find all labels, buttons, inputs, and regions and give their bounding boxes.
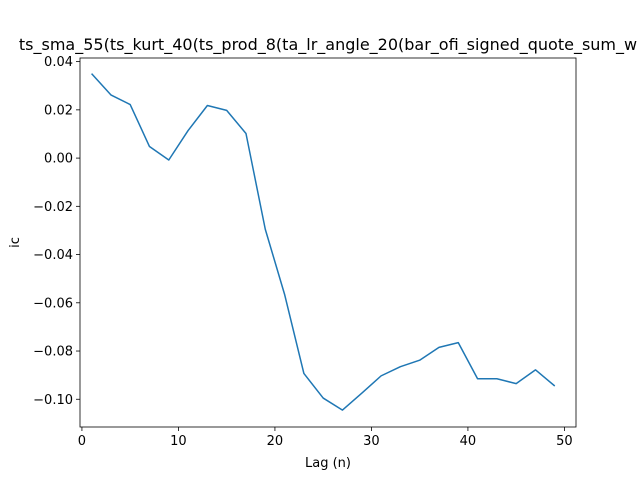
x-tick-label: 10	[170, 434, 187, 449]
y-tick-label: 0.04	[44, 55, 73, 70]
y-axis-label: ic	[8, 237, 23, 248]
series-line-0	[91, 73, 556, 411]
x-tick-label: 0	[78, 434, 86, 449]
x-tick-label: 30	[363, 434, 380, 449]
chart-title: ts_sma_55(ts_kurt_40(ts_prod_8(ta_lr_ang…	[19, 35, 637, 55]
y-tick-label: 0.00	[44, 152, 73, 167]
axes-frame	[79, 57, 577, 428]
x-axis-ticks: 0 10 20 30 40 50	[78, 427, 573, 449]
x-tick-label: 50	[556, 434, 573, 449]
plot-area	[79, 57, 577, 428]
x-tick-label: 20	[267, 434, 284, 449]
y-tick-label: −0.02	[33, 200, 73, 215]
y-tick-label: −0.04	[33, 248, 73, 263]
x-tick-label: 40	[460, 434, 477, 449]
y-tick-label: −0.10	[33, 393, 73, 408]
y-axis-ticks: 0.04 0.02 0.00 −0.02 −0.04 −0.06 −0.08 −0.10	[33, 55, 80, 408]
x-axis-label: Lag (n)	[305, 456, 351, 471]
y-tick-label: −0.08	[33, 345, 73, 360]
y-tick-label: −0.06	[33, 296, 73, 311]
y-tick-label: 0.02	[44, 103, 73, 118]
